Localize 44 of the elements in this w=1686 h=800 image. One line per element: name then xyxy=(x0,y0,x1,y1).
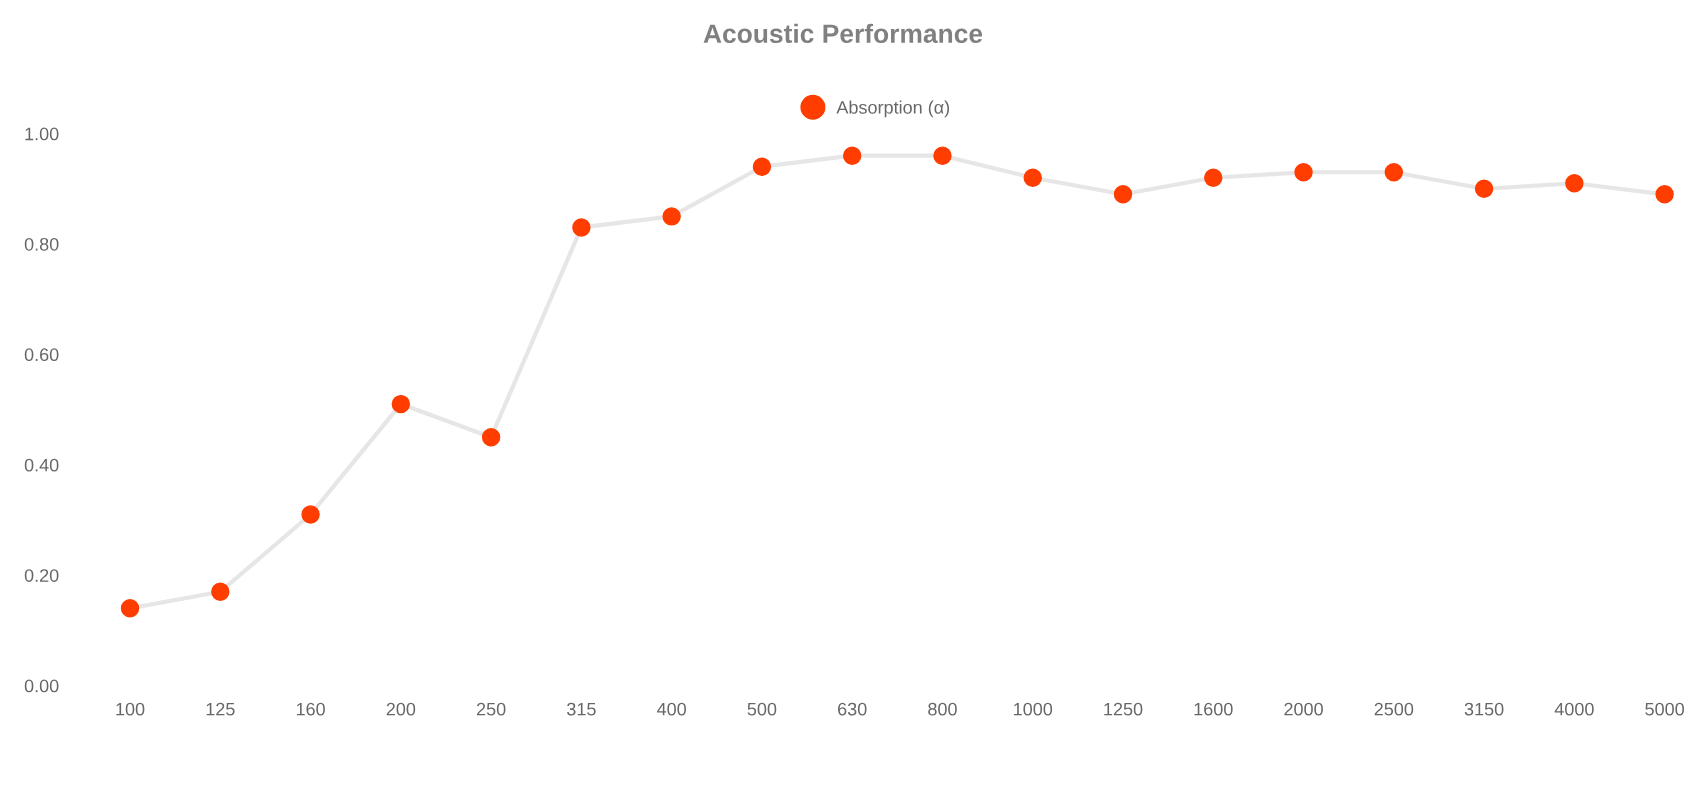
x-tick-label: 630 xyxy=(838,702,867,716)
point xyxy=(481,427,501,447)
y-tick-label: 0.60 xyxy=(24,348,59,362)
y-tick-label: 0.20 xyxy=(24,569,59,582)
point xyxy=(1113,185,1133,204)
legend-label: Absorption (α) xyxy=(836,100,950,118)
point xyxy=(1204,168,1223,187)
x-tick-label: 160 xyxy=(296,702,325,716)
y-tick-label: 1.00 xyxy=(25,127,59,141)
point xyxy=(752,157,772,176)
point xyxy=(933,146,952,165)
point xyxy=(1294,163,1313,182)
x-tick-label: 1600 xyxy=(1194,702,1233,716)
x-tick-label: 250 xyxy=(476,702,506,716)
x-tick-label: 100 xyxy=(116,702,145,716)
x-tick-label: 400 xyxy=(657,702,687,716)
point xyxy=(1474,179,1494,199)
x-tick-label: 315 xyxy=(567,702,596,716)
x-tick-label: 200 xyxy=(386,702,416,716)
y-tick-label: 0.00 xyxy=(24,679,59,693)
x-tick-label: 500 xyxy=(747,702,777,716)
x-tick-label: 2500 xyxy=(1374,702,1414,716)
point xyxy=(1023,168,1042,187)
x-tick-label: 1000 xyxy=(1014,702,1053,716)
x-tick-label: 2000 xyxy=(1284,702,1323,716)
x-tick-label: 3150 xyxy=(1464,702,1504,716)
y-tick-label: 0.80 xyxy=(24,237,59,251)
x-tick-label: 1250 xyxy=(1104,702,1143,716)
point xyxy=(842,146,862,165)
x-tick-label: 4000 xyxy=(1554,702,1594,716)
y-tick-label: 0.40 xyxy=(24,458,59,472)
point xyxy=(391,394,411,414)
point xyxy=(1655,185,1674,204)
point xyxy=(211,582,230,601)
point xyxy=(1565,174,1584,193)
point xyxy=(120,599,140,618)
point xyxy=(572,218,591,237)
point xyxy=(662,207,681,226)
point xyxy=(301,505,320,524)
point xyxy=(1384,163,1404,182)
x-tick-label: 800 xyxy=(928,702,957,716)
x-tick-label: 125 xyxy=(206,702,235,716)
chart-title: Acoustic Performance xyxy=(703,23,983,44)
x-tick-label: 5000 xyxy=(1645,702,1685,716)
